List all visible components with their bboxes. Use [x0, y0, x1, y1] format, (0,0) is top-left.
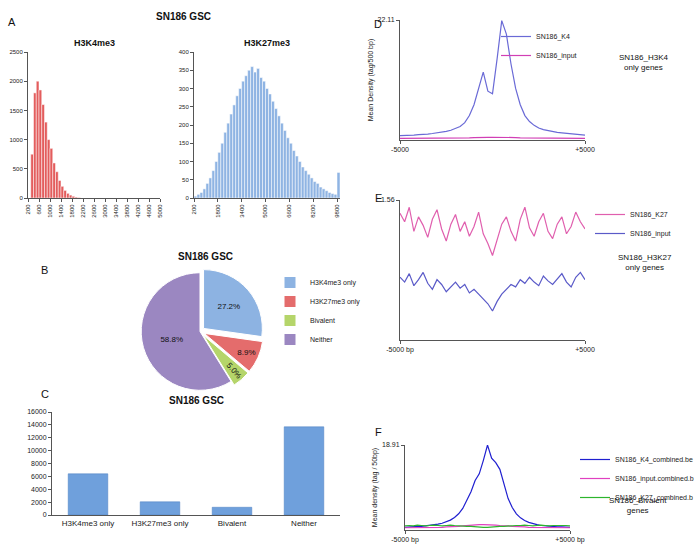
svg-text:SN186_H3K27only genes: SN186_H3K27only genes: [618, 253, 672, 272]
svg-text:12000: 12000: [27, 434, 47, 441]
svg-text:H3K27me3: H3K27me3: [244, 38, 290, 48]
svg-text:200: 200: [191, 204, 197, 215]
svg-text:150: 150: [179, 140, 190, 146]
svg-text:4200: 4200: [135, 204, 141, 218]
svg-text:300: 300: [179, 86, 190, 92]
svg-text:SN186_Bivalentgenes: SN186_Bivalentgenes: [609, 496, 667, 515]
svg-text:9800: 9800: [334, 204, 340, 218]
svg-text:SN186_K4_combined.be: SN186_K4_combined.be: [615, 456, 693, 464]
svg-text:-5000 bp: -5000 bp: [386, 346, 414, 354]
svg-text:1800: 1800: [69, 204, 75, 218]
svg-text:0: 0: [19, 195, 23, 201]
svg-text:200: 200: [25, 204, 31, 215]
svg-text:5000: 5000: [262, 204, 268, 218]
svg-text:SN186 GSC: SN186 GSC: [178, 251, 233, 262]
svg-text:3400: 3400: [239, 204, 245, 218]
svg-text:H3K4me3 only: H3K4me3 only: [62, 519, 114, 528]
svg-text:600: 600: [36, 204, 42, 215]
svg-text:SN186_input: SN186_input: [630, 230, 671, 238]
svg-text:H3K4me3 only: H3K4me3 only: [310, 279, 356, 287]
svg-text:250: 250: [179, 104, 190, 110]
svg-text:500: 500: [13, 166, 24, 172]
svg-text:1000: 1000: [9, 137, 23, 143]
svg-text:SN186 GSC: SN186 GSC: [169, 395, 224, 406]
svg-text:3800: 3800: [124, 204, 130, 218]
svg-text:SN186_K27: SN186_K27: [630, 211, 668, 219]
svg-text:22.11: 22.11: [378, 16, 395, 23]
svg-text:SN186_K27_combined.b: SN186_K27_combined.b: [615, 494, 693, 502]
svg-text:C: C: [41, 388, 49, 400]
svg-text:Neither: Neither: [310, 336, 333, 343]
svg-text:8.9%: 8.9%: [237, 348, 255, 357]
svg-text:Bivalent: Bivalent: [310, 317, 335, 324]
svg-text:2000: 2000: [31, 499, 47, 506]
svg-text:0: 0: [43, 511, 47, 518]
svg-text:16000: 16000: [27, 408, 47, 415]
svg-text:4000: 4000: [31, 486, 47, 493]
svg-text:3000: 3000: [102, 204, 108, 218]
svg-text:2600: 2600: [91, 204, 97, 218]
svg-text:SN186_H3K4only genes: SN186_H3K4only genes: [619, 53, 668, 72]
svg-text:Mean density (tag / 50bp): Mean density (tag / 50bp): [371, 448, 379, 527]
svg-text:SN186_input.combined.b: SN186_input.combined.b: [615, 475, 694, 483]
svg-text:1800: 1800: [215, 204, 221, 218]
svg-text:Bivalent: Bivalent: [218, 519, 247, 528]
svg-text:Mean Density (tag/500 bp): Mean Density (tag/500 bp): [367, 39, 375, 122]
svg-text:H3K4me3: H3K4me3: [74, 38, 115, 48]
svg-text:B: B: [41, 264, 48, 276]
svg-text:-5000 bp: -5000 bp: [391, 536, 419, 544]
svg-text:2500: 2500: [9, 49, 23, 55]
svg-text:+5000 bp: +5000 bp: [555, 536, 584, 544]
svg-text:4600: 4600: [146, 204, 152, 218]
svg-text:SN186_input: SN186_input: [536, 52, 577, 60]
svg-text:+5000: +5000: [575, 146, 595, 153]
svg-text:Neither: Neither: [291, 519, 317, 528]
svg-text:0: 0: [185, 195, 189, 201]
svg-text:6600: 6600: [286, 204, 292, 218]
svg-text:5.0%: 5.0%: [225, 361, 244, 381]
svg-text:SN186_K4: SN186_K4: [536, 33, 570, 41]
svg-text:2000: 2000: [9, 78, 23, 84]
svg-text:A: A: [8, 16, 16, 28]
svg-text:-5000: -5000: [391, 146, 409, 153]
svg-text:2200: 2200: [80, 204, 86, 218]
svg-text:1400: 1400: [58, 204, 64, 218]
svg-text:1000: 1000: [47, 204, 53, 218]
svg-text:F: F: [375, 426, 382, 438]
svg-text:E: E: [375, 192, 382, 204]
svg-text:14000: 14000: [27, 421, 47, 428]
svg-text:8000: 8000: [31, 460, 47, 467]
svg-text:1.56: 1.56: [381, 196, 395, 203]
svg-text:58.8%: 58.8%: [160, 335, 183, 344]
svg-text:400: 400: [179, 49, 190, 55]
svg-text:H3K27me3 only: H3K27me3 only: [310, 298, 360, 306]
svg-text:1500: 1500: [9, 108, 23, 114]
svg-text:350: 350: [179, 67, 190, 73]
svg-text:18.91: 18.91: [382, 441, 400, 448]
svg-text:27.2%: 27.2%: [217, 302, 240, 311]
svg-text:100: 100: [179, 159, 190, 165]
svg-text:D: D: [374, 18, 382, 30]
svg-text:+5000: +5000: [575, 346, 595, 353]
svg-text:SN186 GSC: SN186 GSC: [156, 11, 211, 22]
svg-text:H3K27me3 only: H3K27me3 only: [132, 519, 189, 528]
svg-text:3400: 3400: [113, 204, 119, 218]
svg-text:200: 200: [179, 122, 190, 128]
svg-text:5000: 5000: [157, 204, 163, 218]
svg-text:10000: 10000: [27, 447, 47, 454]
svg-text:50: 50: [182, 177, 189, 183]
svg-text:8200: 8200: [310, 204, 316, 218]
svg-text:6000: 6000: [31, 473, 47, 480]
